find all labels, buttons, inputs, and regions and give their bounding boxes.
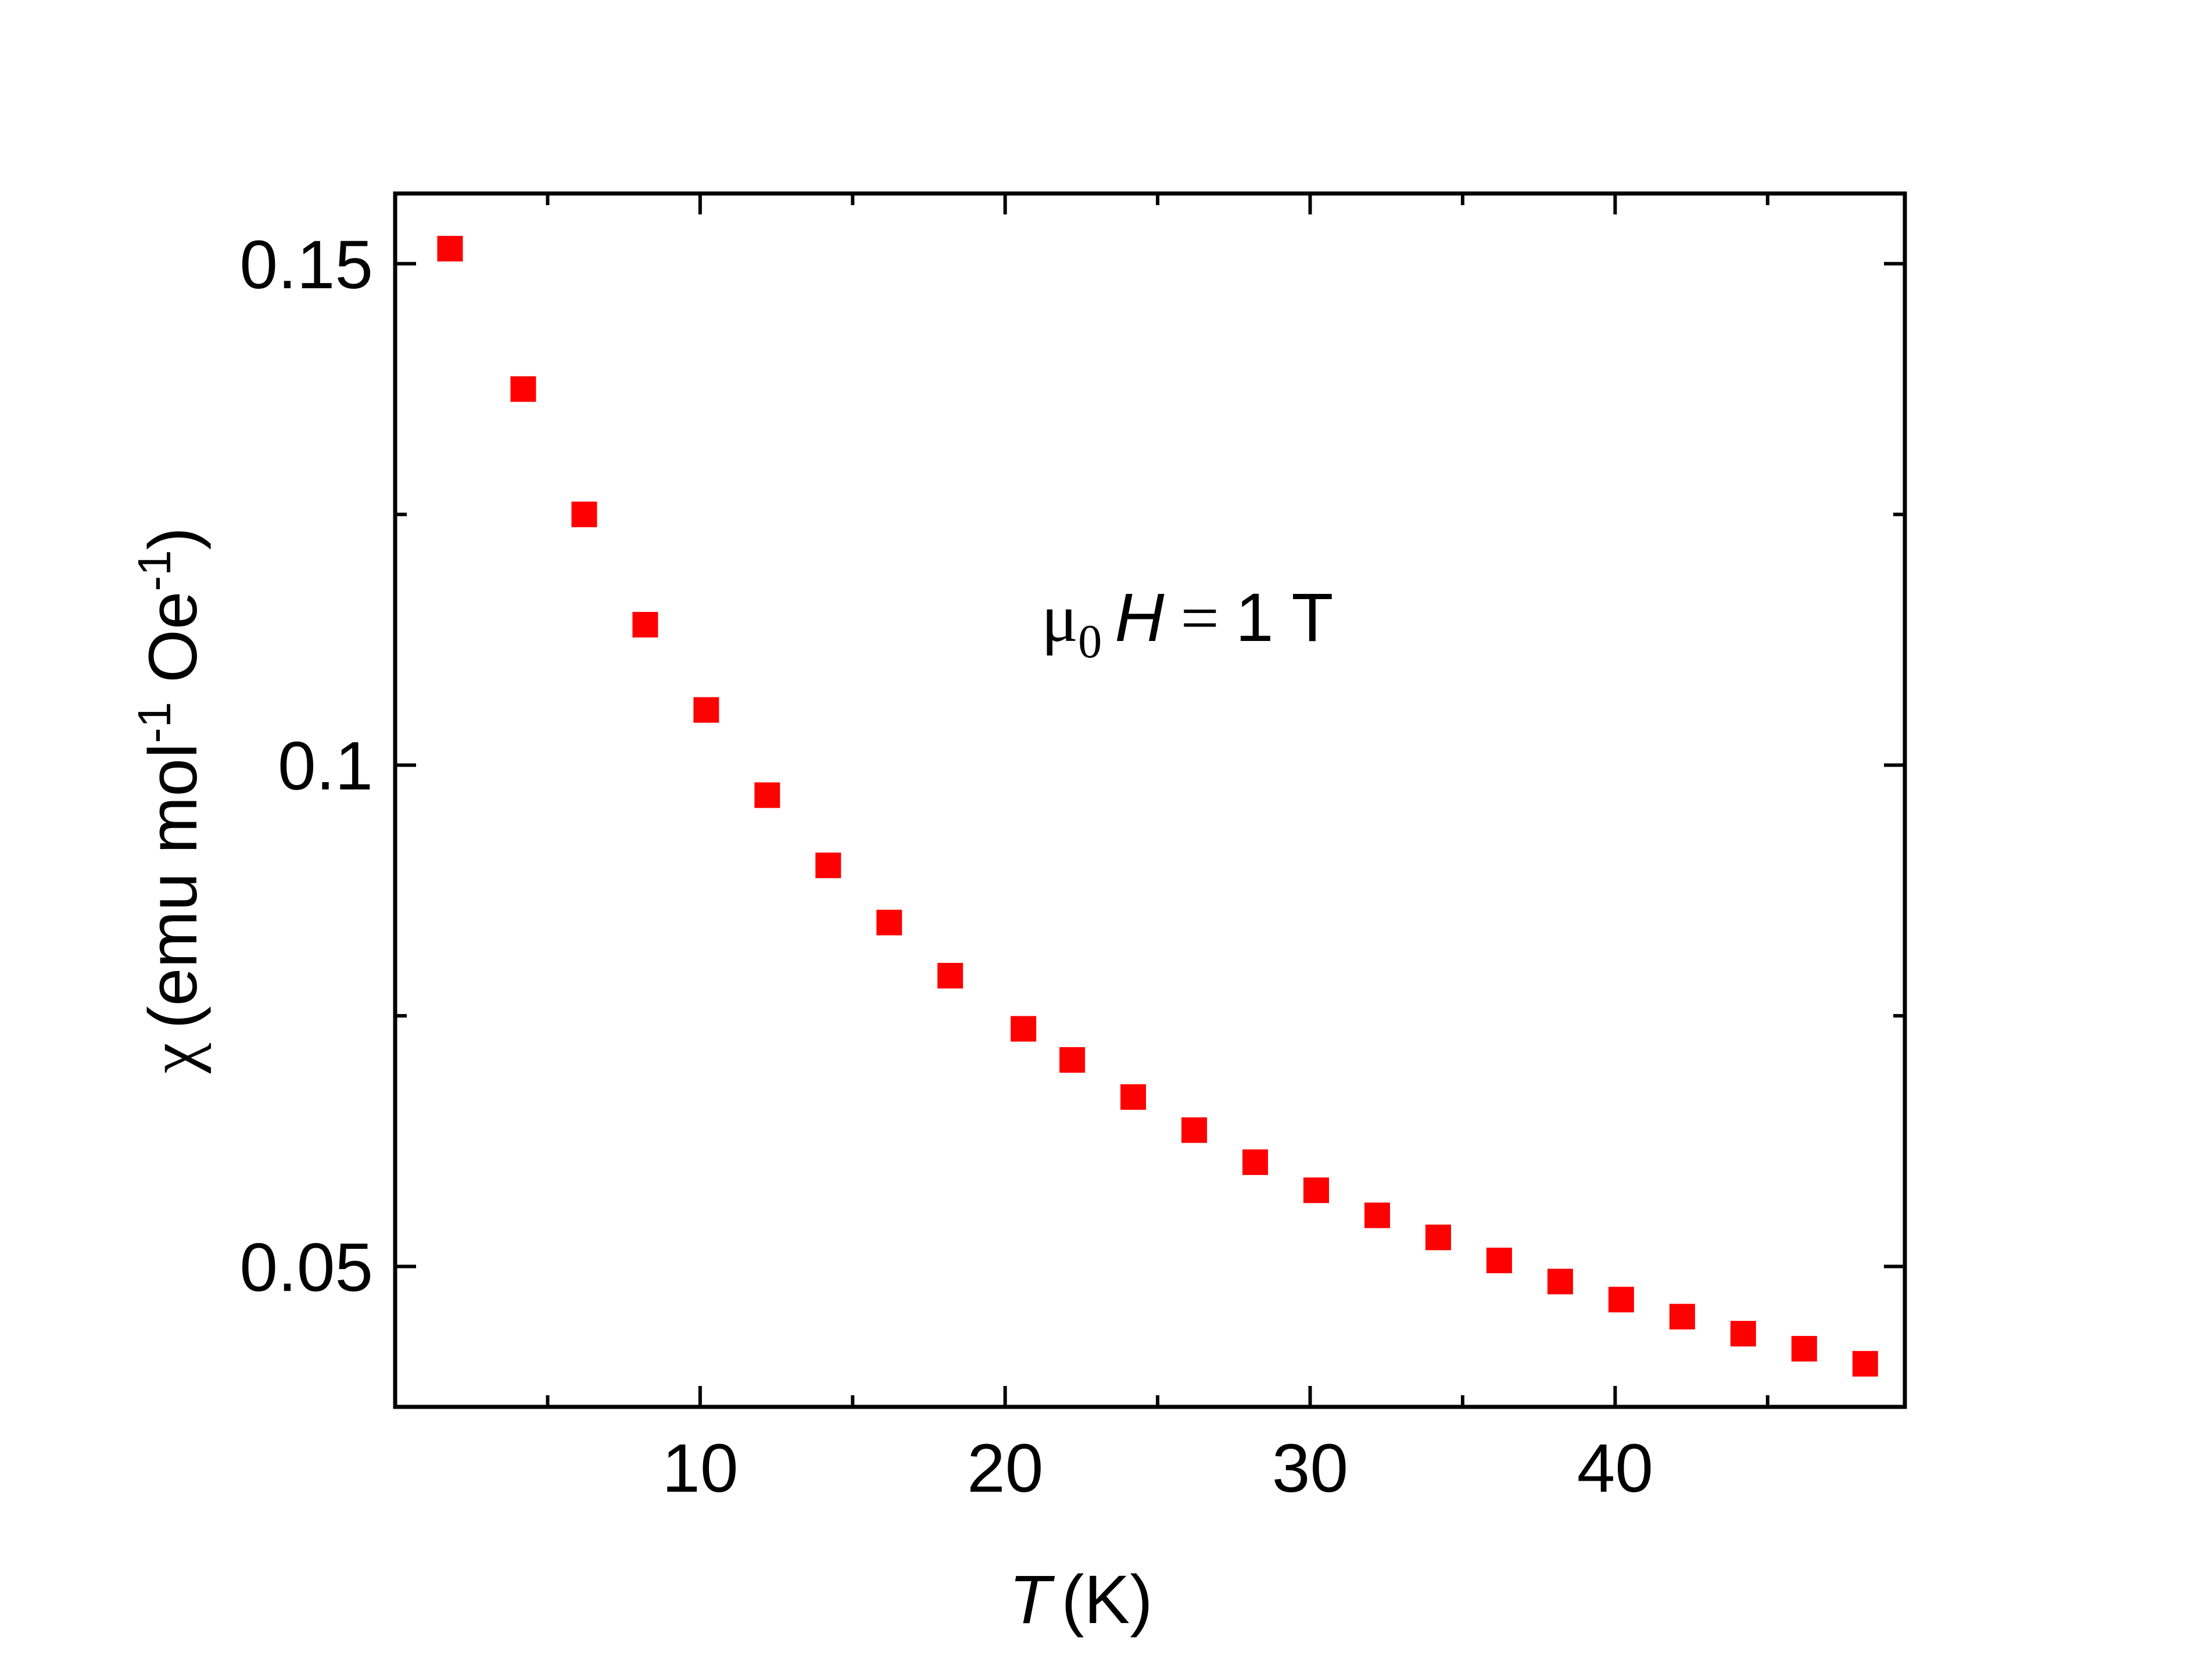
data-point — [1303, 1177, 1330, 1203]
y-axis-symbol: χ — [135, 1043, 212, 1074]
data-point — [1242, 1149, 1269, 1175]
y-tick-label: 0.05 — [239, 1229, 373, 1306]
field-annotation: μ0 H = 1 T — [1041, 579, 1333, 668]
data-point — [1425, 1224, 1451, 1251]
x-axis-title: T (K) — [1009, 1561, 1152, 1638]
data-point — [437, 235, 463, 262]
tick-labels: 10 20 30 40 0.05 0.1 0.15 — [239, 227, 1653, 1507]
data-point — [1486, 1248, 1512, 1274]
annotation-subscript: 0 — [1078, 615, 1102, 668]
annotation-value: 1 T — [1235, 579, 1333, 656]
annotation-mu: μ — [1041, 580, 1078, 656]
x-axis-variable: T — [1009, 1561, 1055, 1638]
y-axis-exponent-1: -1 — [128, 702, 180, 743]
data-point — [754, 782, 780, 808]
data-point — [1364, 1202, 1391, 1228]
data-point — [1791, 1335, 1817, 1362]
annotation-field-variable: H — [1115, 579, 1165, 656]
annotation-equals: = — [1180, 580, 1219, 656]
y-tick-label: 0.1 — [278, 728, 373, 805]
data-point — [632, 612, 658, 638]
data-point — [1669, 1303, 1695, 1330]
x-tick-label: 40 — [1577, 1430, 1653, 1507]
x-axis-unit: (K) — [1061, 1561, 1152, 1638]
data-point — [876, 909, 902, 936]
x-tick-label: 10 — [662, 1430, 738, 1507]
y-axis-title: χ(emu mol-1 Oe-1) — [128, 527, 212, 1074]
data-point — [1011, 1016, 1037, 1042]
y-tick-label: 0.15 — [239, 227, 373, 303]
data-point — [1059, 1047, 1086, 1073]
data-point — [1547, 1269, 1573, 1295]
data-point — [1608, 1287, 1634, 1313]
data-point — [815, 852, 841, 879]
data-point — [1120, 1084, 1147, 1110]
data-point — [571, 502, 597, 528]
y-axis-unit-mid: Oe — [135, 591, 212, 701]
plot-frame — [393, 191, 1907, 1409]
data-point — [1730, 1321, 1756, 1347]
data-point — [937, 962, 963, 988]
x-tick-label: 30 — [1272, 1430, 1348, 1507]
y-axis-exponent-2: -1 — [128, 550, 180, 591]
x-tick-label: 20 — [967, 1430, 1043, 1507]
y-axis-unit-close: ) — [135, 527, 212, 550]
data-point — [1181, 1117, 1208, 1143]
y-axis-unit-open: (emu mol — [135, 743, 212, 1029]
data-point — [693, 697, 719, 723]
data-point — [1852, 1351, 1878, 1377]
data-points — [437, 235, 1878, 1377]
data-point — [510, 376, 536, 402]
